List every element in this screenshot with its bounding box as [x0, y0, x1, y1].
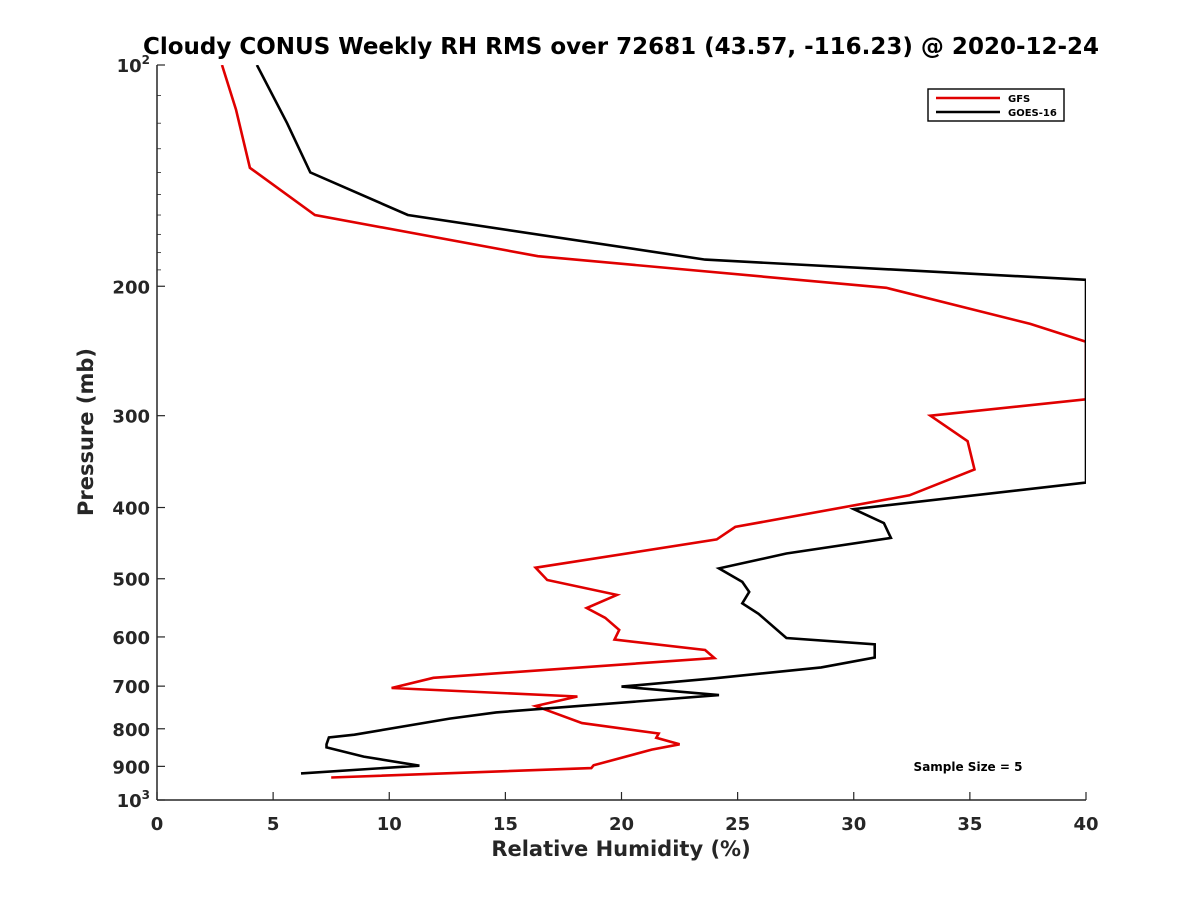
- y-tick-label: 900: [112, 757, 150, 778]
- series-line-goes-16: [255, 65, 1086, 775]
- x-tick-label: 35: [957, 814, 982, 835]
- sample-size-annotation: Sample Size = 5: [914, 760, 1023, 774]
- series-line-gfs: [220, 65, 1086, 779]
- y-axis-label: Pressure (mb): [74, 348, 98, 516]
- x-tick-label: 5: [267, 814, 280, 835]
- legend-box: [927, 88, 1065, 122]
- x-tick-label: 20: [609, 814, 634, 835]
- y-tick-label: 400: [112, 499, 150, 520]
- x-tick-label: 30: [841, 814, 866, 835]
- y-tick-label: 500: [112, 570, 150, 591]
- x-tick-label: 0: [151, 814, 164, 835]
- chart-title: Cloudy CONUS Weekly RH RMS over 72681 (4…: [143, 34, 1099, 60]
- legend: GFS GOES-16: [927, 88, 1065, 122]
- legend-label-gfs: GFS: [1008, 94, 1030, 105]
- axes: 0 5 10 15 20 25 30 35 40 102 200 300 400 500 600 700 800…: [112, 53, 1098, 835]
- x-tick-label: 15: [493, 814, 518, 835]
- y-tick-label: 700: [112, 677, 150, 698]
- y-tick-label: 103: [117, 788, 150, 812]
- x-tick-label: 10: [377, 814, 402, 835]
- x-axis-label: Relative Humidity (%): [491, 837, 750, 861]
- y-tick-label: 300: [112, 407, 150, 428]
- y-tick-label: 200: [112, 277, 150, 298]
- y-tick-label: 102: [117, 53, 150, 77]
- legend-label-goes-16: GOES-16: [1008, 108, 1057, 119]
- x-tick-label: 40: [1073, 814, 1098, 835]
- y-tick-label: 800: [112, 720, 150, 741]
- plot-area: [220, 65, 1086, 779]
- y-tick-label: 600: [112, 628, 150, 649]
- x-tick-label: 25: [725, 814, 750, 835]
